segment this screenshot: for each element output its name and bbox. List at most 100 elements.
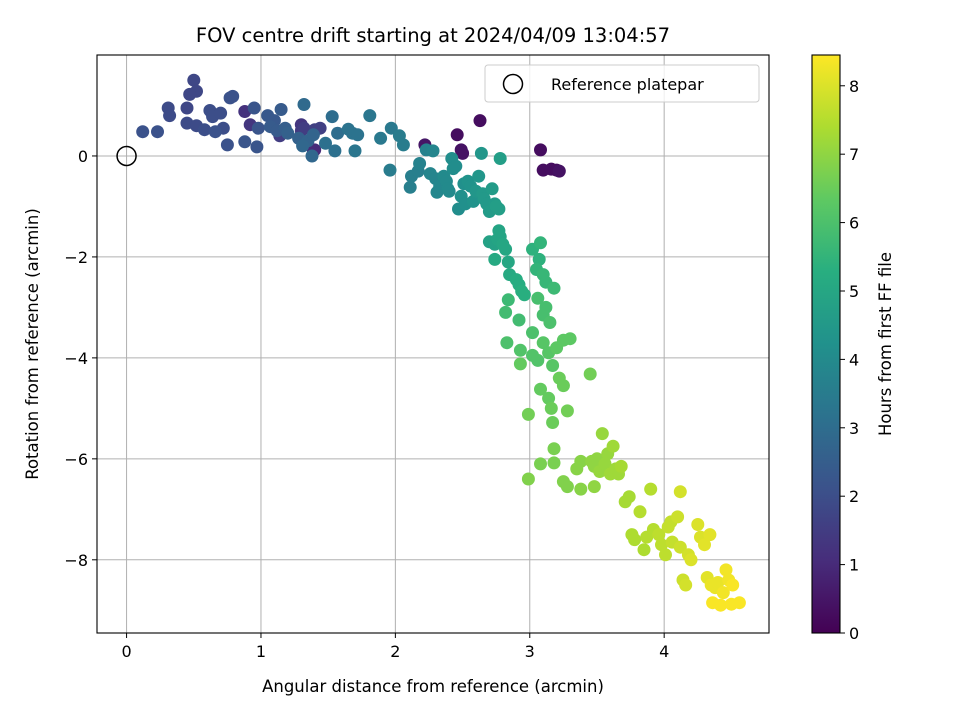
x-axis-label: Angular distance from reference (arcmin) bbox=[262, 677, 604, 696]
scatter-point bbox=[466, 194, 480, 208]
scatter-point bbox=[325, 110, 339, 124]
scatter-point bbox=[226, 89, 240, 103]
scatter-point bbox=[473, 114, 487, 128]
colorbar-tick-label: 8 bbox=[849, 77, 859, 96]
scatter-point bbox=[706, 596, 720, 610]
scatter-point bbox=[671, 510, 685, 524]
scatter-point bbox=[214, 106, 228, 120]
scatter-point bbox=[384, 121, 398, 135]
scatter-point bbox=[472, 169, 486, 183]
scatter-point bbox=[319, 136, 332, 150]
scatter-point bbox=[501, 255, 515, 269]
scatter-point bbox=[673, 485, 687, 499]
scatter-point bbox=[485, 182, 499, 196]
y-tick-label: −2 bbox=[64, 248, 88, 267]
scatter-point bbox=[512, 313, 526, 327]
scatter-point bbox=[413, 157, 427, 170]
scatter-point bbox=[684, 553, 698, 567]
scatter-point bbox=[534, 457, 547, 471]
y-tick-label: −8 bbox=[64, 551, 88, 570]
colorbar-tick-label: 2 bbox=[849, 487, 859, 506]
scatter-point bbox=[351, 128, 365, 142]
scatter-point bbox=[136, 125, 150, 139]
colorbar-tick-label: 3 bbox=[849, 419, 859, 438]
scatter-point bbox=[543, 316, 557, 329]
scatter-point bbox=[442, 184, 456, 198]
scatter-point bbox=[499, 305, 513, 319]
scatter-point bbox=[583, 367, 597, 381]
scatter-point bbox=[493, 152, 507, 165]
scatter-point bbox=[719, 563, 733, 577]
scatter-point bbox=[633, 505, 647, 519]
colorbar-tick-label: 1 bbox=[849, 556, 859, 575]
reference-platepar-marker bbox=[116, 145, 137, 167]
scatter-point bbox=[450, 128, 464, 142]
scatter-point bbox=[449, 159, 463, 173]
chart-title: FOV centre drift starting at 2024/04/09 … bbox=[196, 24, 670, 47]
scatter-point bbox=[560, 480, 574, 494]
scatter-point bbox=[374, 131, 388, 145]
colorbar-tick-label: 4 bbox=[849, 350, 859, 369]
scatter-point bbox=[297, 98, 311, 111]
scatter-point bbox=[297, 121, 311, 135]
scatter-point bbox=[331, 126, 345, 140]
scatter-point bbox=[517, 288, 531, 302]
scatter-point bbox=[703, 528, 717, 542]
scatter-point bbox=[644, 482, 658, 496]
scatter-point bbox=[274, 103, 288, 116]
legend-marker-reference bbox=[502, 73, 524, 95]
scatter-point bbox=[492, 224, 506, 238]
scatter-point bbox=[526, 326, 539, 340]
x-tick-label: 0 bbox=[121, 642, 131, 661]
colorbar-tick-label: 7 bbox=[849, 145, 859, 164]
scatter-point bbox=[691, 518, 705, 531]
scatter-point bbox=[606, 439, 620, 453]
scatter-points bbox=[136, 73, 746, 612]
scatter-point bbox=[574, 482, 588, 496]
y-axis-label: Rotation from reference (arcmin) bbox=[23, 208, 42, 480]
colorbar-tick-label: 5 bbox=[849, 282, 859, 301]
scatter-point bbox=[673, 540, 687, 554]
scatter-point bbox=[456, 146, 470, 160]
scatter-point bbox=[238, 135, 252, 149]
scatter-point bbox=[711, 576, 725, 589]
scatter-point bbox=[531, 353, 545, 367]
x-tick-label: 1 bbox=[256, 642, 266, 661]
scatter-point bbox=[698, 538, 711, 552]
scatter-point bbox=[552, 164, 566, 178]
colorbar-ticks: 0 1 2 3 4 5 6 7 8 bbox=[840, 77, 859, 643]
scatter-point bbox=[563, 332, 577, 346]
scatter-point bbox=[474, 146, 488, 160]
scatter-point bbox=[296, 139, 310, 153]
x-tick-label: 3 bbox=[525, 642, 535, 661]
scatter-point bbox=[732, 596, 746, 610]
colorbar-tick-label: 0 bbox=[849, 624, 859, 643]
scatter-point bbox=[180, 101, 194, 115]
scatter-point bbox=[716, 586, 730, 600]
plot-frame bbox=[96, 54, 770, 634]
scatter-point bbox=[521, 407, 535, 421]
scatter-point bbox=[655, 538, 668, 552]
scatter-point bbox=[163, 109, 177, 123]
scatter-point bbox=[546, 359, 560, 372]
scatter-point bbox=[534, 143, 547, 157]
scatter-point bbox=[305, 149, 319, 163]
scatter-point bbox=[622, 490, 636, 504]
scatter-point bbox=[499, 242, 513, 256]
scatter-point bbox=[531, 291, 545, 305]
scatter-point bbox=[383, 163, 397, 177]
scatter-point bbox=[251, 121, 265, 135]
scatter-point bbox=[492, 202, 506, 216]
scatter-point bbox=[726, 578, 740, 592]
scatter-point bbox=[542, 391, 556, 405]
axis-ticks: 0 1 2 3 4 −8 −6 −4 −2 0 bbox=[64, 147, 669, 661]
plot-area: 0 1 2 3 4 −8 −6 −4 −2 0 bbox=[64, 54, 770, 661]
scatter-point bbox=[488, 252, 502, 266]
scatter-point bbox=[247, 101, 261, 115]
legend-label-reference: Reference platepar bbox=[551, 75, 704, 94]
scatter-point bbox=[544, 401, 558, 415]
scatter-point bbox=[328, 144, 342, 158]
scatter-point bbox=[348, 144, 362, 158]
scatter-point bbox=[208, 125, 222, 139]
